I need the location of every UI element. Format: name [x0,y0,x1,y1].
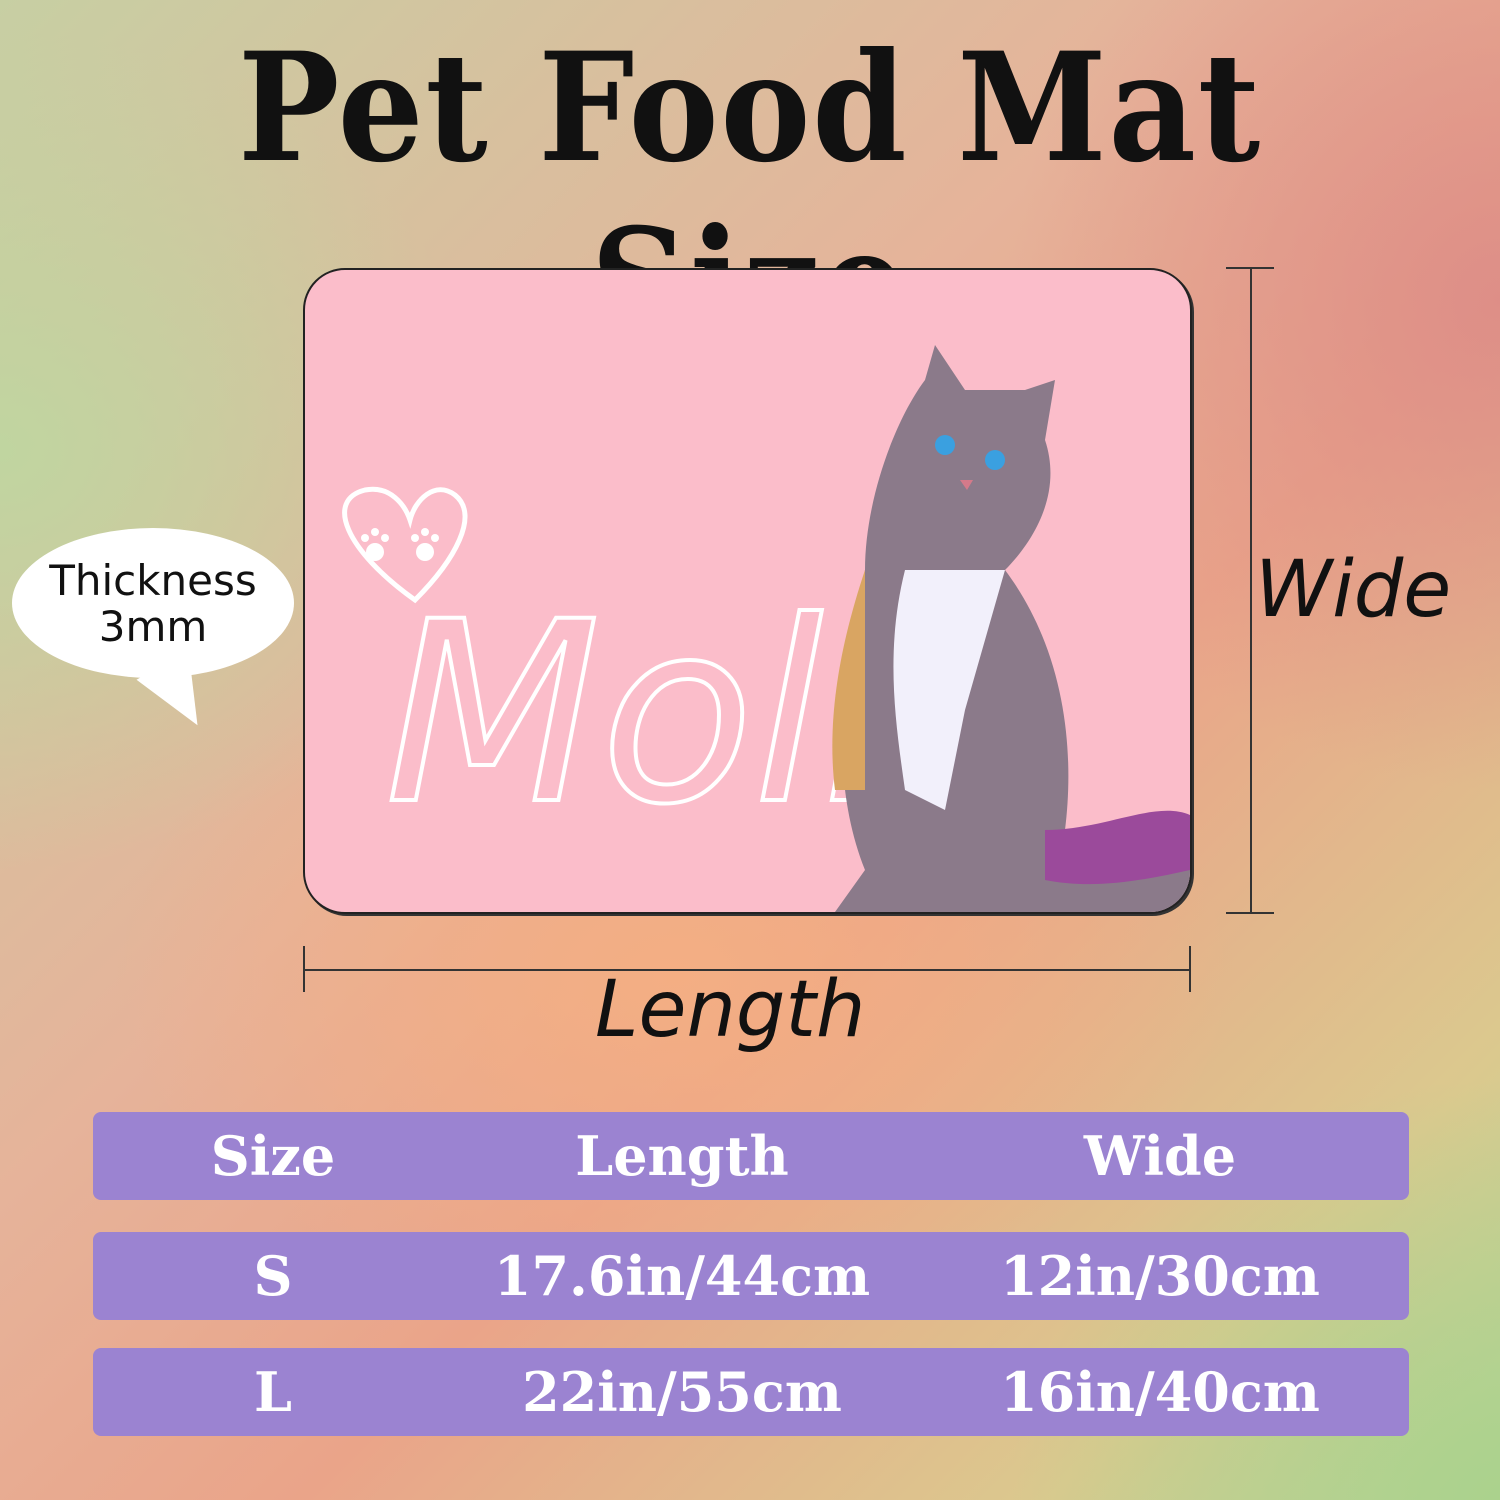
size-table-header: Size Length Wide [93,1112,1409,1200]
table-row: L 22in/55cm 16in/40cm [93,1348,1409,1436]
header-wide: Wide [1083,1124,1237,1188]
mat-artwork: Molly [342,345,1190,912]
cat-illustration [832,345,1190,912]
header-size: Size [210,1124,336,1188]
size-cell: S [253,1244,293,1308]
length-dimension-cap [303,946,305,992]
header-length: Length [575,1124,789,1188]
length-label: Length [595,965,866,1055]
wide-cell: 16in/40cm [1000,1360,1320,1424]
wide-cell: 12in/30cm [1000,1244,1320,1308]
length-dimension-line [303,969,1190,971]
paw-print-icon [361,528,439,561]
thickness-value: 3mm [98,602,208,651]
wide-dimension-line [1250,268,1252,913]
pet-food-mat-illustration: Molly [303,268,1192,914]
heart-icon [342,486,468,604]
length-dimension-cap [1189,946,1191,992]
wide-label: Wide [1255,545,1452,635]
table-row: S 17.6in/44cm 12in/30cm [93,1232,1409,1320]
thickness-label: Thickness [49,556,257,605]
size-cell: L [254,1360,292,1424]
wide-dimension-cap [1226,267,1274,269]
length-cell: 17.6in/44cm [493,1244,871,1308]
length-cell: 22in/55cm [522,1360,842,1424]
wide-dimension-cap [1226,912,1274,914]
thickness-speech-bubble: Thickness 3mm [12,528,294,678]
